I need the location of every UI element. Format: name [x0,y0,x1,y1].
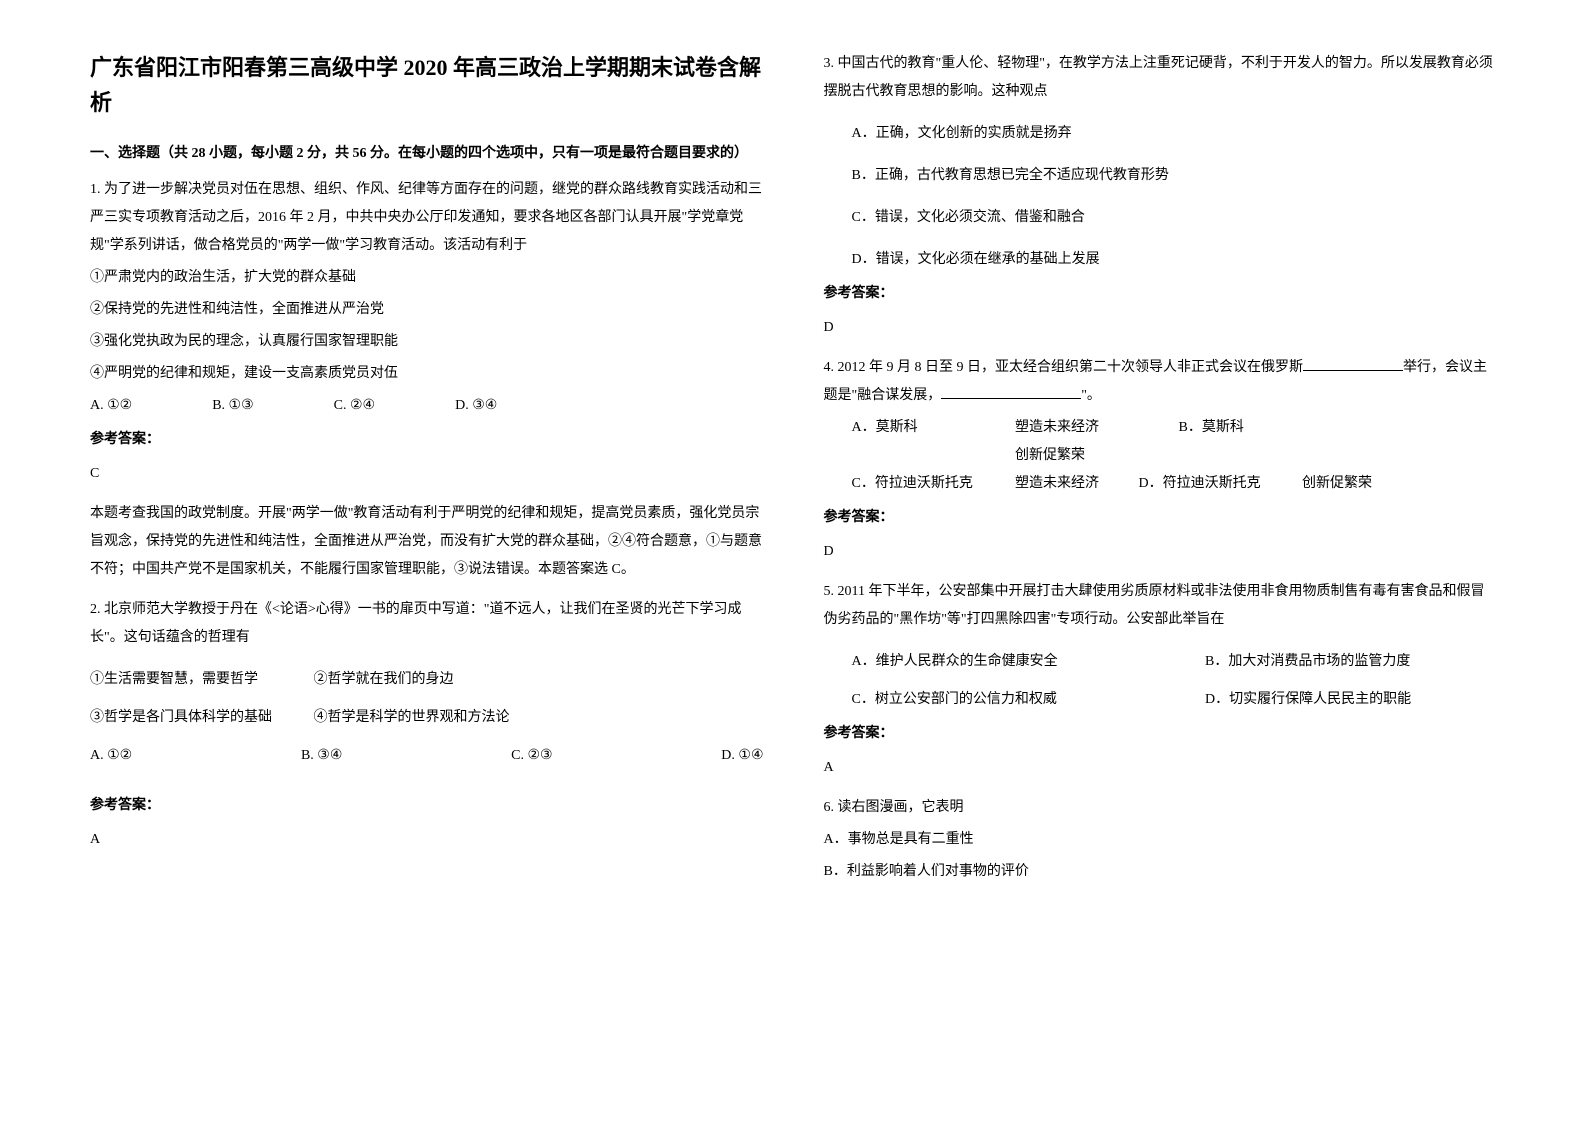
q2-answer: A [90,826,764,854]
q1-answer: C [90,460,764,488]
q2-text: 2. 北京师范大学教授于丹在《<论语>心得》一书的扉页中写道："道不远人，让我们… [90,596,764,652]
q2-optD: D. ①④ [721,742,763,770]
q3-optA: A．正确，文化创新的实质就是扬弃 [824,120,1498,148]
q4-text1: 4. 2012 年 9 月 8 日至 9 日，亚太经合组织第二十次领导人非正式会… [824,360,1304,375]
q4-optA2: 塑造未来经济 [1015,414,1175,442]
q1-optB: B. ①③ [212,392,253,420]
q5-text: 5. 2011 年下半年，公安部集中开展打击大肆使用劣质原材料或非法使用非食用物… [824,578,1498,634]
q1-options: A. ①② B. ①③ C. ②④ D. ③④ [90,392,764,420]
q5-optC: C．树立公安部门的公信力和权威 [852,686,1202,714]
q4-optC: C．符拉迪沃斯托克 [852,470,1012,498]
right-column: 3. 中国古代的教育"重人伦、轻物理"，在教学方法上注重死记硬背，不利于开发人的… [824,50,1498,1072]
q4-optD2: 创新促繁荣 [1302,470,1372,498]
q4-optD: D．符拉迪沃斯托克 [1139,470,1299,498]
q5-options-row2: C．树立公安部门的公信力和权威 D．切实履行保障人民民主的职能 [824,686,1498,714]
q1-item3: ③强化党执政为民的理念，认真履行国家智理职能 [90,328,764,356]
q5-optB: B．加大对消费品市场的监管力度 [1205,654,1410,669]
q5-optA: A．维护人民群众的生命健康安全 [852,648,1202,676]
q2-optC: C. ②③ [511,742,552,770]
q1-item2: ②保持党的先进性和纯洁性，全面推进从严治党 [90,296,764,324]
document-title: 广东省阳江市阳春第三高级中学 2020 年高三政治上学期期末试卷含解析 [90,50,764,120]
q3-answer-label: 参考答案： [824,280,1498,308]
q4-optB2: 创新促繁荣 [1015,442,1085,470]
q2-optA: A. ①② [90,742,132,770]
q6-optB: B．利益影响着人们对事物的评价 [824,858,1498,886]
q1-optC: C. ②④ [334,392,375,420]
q6-text: 6. 读右图漫画，它表明 [824,794,1498,822]
q4-optB: B．莫斯科 [1179,414,1244,442]
q1-answer-label: 参考答案： [90,426,764,454]
q4-answer: D [824,538,1498,566]
q4-blank2 [941,398,1081,399]
left-column: 广东省阳江市阳春第三高级中学 2020 年高三政治上学期期末试卷含解析 一、选择… [90,50,764,1072]
q2-item1: ①生活需要智慧，需要哲学 [90,666,310,694]
q3-answer: D [824,314,1498,342]
q1-item4: ④严明党的纪律和规矩，建设一支高素质党员对伍 [90,360,764,388]
section-header: 一、选择题（共 28 小题，每小题 2 分，共 56 分。在每小题的四个选项中，… [90,140,764,168]
q2-item4: ④哲学是科学的世界观和方法论 [314,710,510,725]
q1-optA: A. ①② [90,392,132,420]
q1-item1: ①严肃党内的政治生活，扩大党的群众基础 [90,264,764,292]
q6-optA: A．事物总是具有二重性 [824,826,1498,854]
q4-options-row1b: 科 创新促繁荣 [824,442,1498,470]
q3-optB: B．正确，古代教育思想已完全不适应现代教育形势 [824,162,1498,190]
q1-optD: D. ③④ [455,392,497,420]
q2-items-row1: ①生活需要智慧，需要哲学 ②哲学就在我们的身边 [90,666,764,694]
q2-item2: ②哲学就在我们的身边 [314,672,454,687]
q4-options-row2: C．符拉迪沃斯托克 塑造未来经济 D．符拉迪沃斯托克 创新促繁荣 [824,470,1498,498]
q5-answer-label: 参考答案： [824,720,1498,748]
q4-blank1 [1303,370,1403,371]
q4-options-row1: A．莫斯科 塑造未来经济 B．莫斯科 [824,414,1498,442]
q2-options: A. ①② B. ③④ C. ②③ D. ①④ [90,742,764,770]
q3-optC: C．错误，文化必须交流、借鉴和融合 [824,204,1498,232]
q1-text: 1. 为了进一步解决党员对伍在思想、组织、作风、纪律等方面存在的问题，继党的群众… [90,176,764,260]
q3-optD: D．错误，文化必须在继承的基础上发展 [824,246,1498,274]
q3-text: 3. 中国古代的教育"重人伦、轻物理"，在教学方法上注重死记硬背，不利于开发人的… [824,50,1498,106]
q4-answer-label: 参考答案： [824,504,1498,532]
q5-options-row1: A．维护人民群众的生命健康安全 B．加大对消费品市场的监管力度 [824,648,1498,676]
q4-text: 4. 2012 年 9 月 8 日至 9 日，亚太经合组织第二十次领导人非正式会… [824,354,1498,410]
q5-optD: D．切实履行保障人民民主的职能 [1205,692,1411,707]
q2-item3: ③哲学是各门具体科学的基础 [90,704,310,732]
q2-optB: B. ③④ [301,742,342,770]
q4-text3: "。 [1081,388,1101,403]
q2-items-row2: ③哲学是各门具体科学的基础 ④哲学是科学的世界观和方法论 [90,704,764,732]
q5-answer: A [824,754,1498,782]
q1-explanation: 本题考查我国的政党制度。开展"两学一做"教育活动有利于严明党的纪律和规矩，提高党… [90,500,764,584]
q4-optC2: 塑造未来经济 [1015,470,1135,498]
q2-answer-label: 参考答案： [90,792,764,820]
q4-optA: A．莫斯科 [852,414,1012,442]
